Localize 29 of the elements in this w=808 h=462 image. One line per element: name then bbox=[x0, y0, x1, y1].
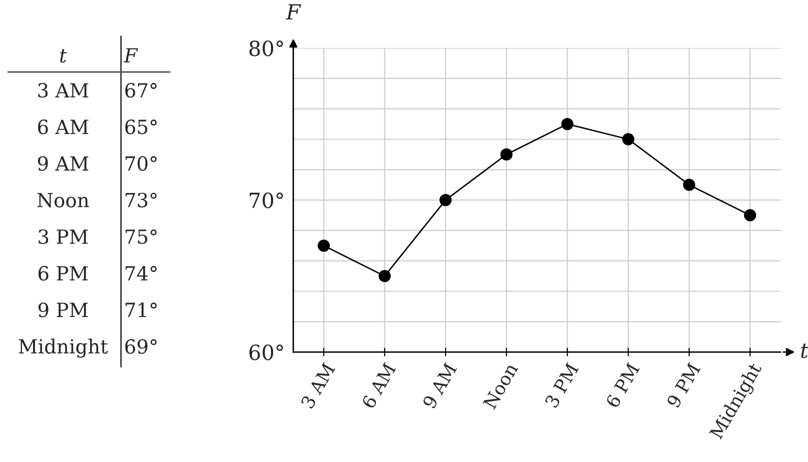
y-tick-label: 80° bbox=[249, 40, 283, 56]
x-tick-label: 9 AM bbox=[422, 362, 458, 410]
text: F bbox=[124, 48, 138, 62]
category-label: 3 PM bbox=[38, 229, 88, 244]
text: t bbox=[60, 49, 67, 63]
x-tick-label: 6 AM bbox=[361, 362, 396, 410]
x-tick-label: 6 PM bbox=[605, 362, 640, 408]
text: 69° bbox=[125, 339, 157, 354]
text: 65° bbox=[125, 120, 157, 134]
x-axis-title: t bbox=[801, 344, 808, 358]
text: 75° bbox=[126, 229, 157, 244]
x-tick-label: 9 PM bbox=[666, 362, 701, 409]
category-label: Noon bbox=[37, 192, 89, 208]
text: 70° bbox=[126, 156, 157, 171]
x-tick-label: 3 PM bbox=[544, 362, 580, 408]
category-label: 9 AM bbox=[38, 156, 88, 171]
x-tick-label: 3 AM bbox=[300, 362, 336, 410]
y-axis-title: F bbox=[286, 4, 302, 20]
text: 74° bbox=[126, 266, 157, 280]
text: 67° bbox=[125, 82, 157, 98]
category-label: 6 PM bbox=[38, 266, 88, 281]
y-tick-label: 70° bbox=[250, 192, 283, 208]
category-label: 6 AM bbox=[38, 120, 88, 134]
category-label: 9 PM bbox=[38, 302, 88, 318]
text: 73° bbox=[126, 192, 157, 208]
category-label: Midnight bbox=[18, 338, 108, 358]
y-tick-label: 60° bbox=[249, 344, 283, 360]
category-label: 3 AM bbox=[38, 82, 88, 98]
text: 71° bbox=[126, 302, 157, 317]
